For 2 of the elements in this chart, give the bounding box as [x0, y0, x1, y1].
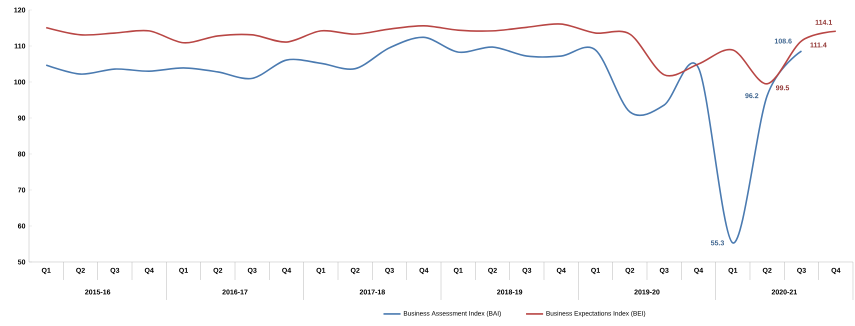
- line-series: [45, 23, 837, 85]
- line-series: [45, 36, 802, 244]
